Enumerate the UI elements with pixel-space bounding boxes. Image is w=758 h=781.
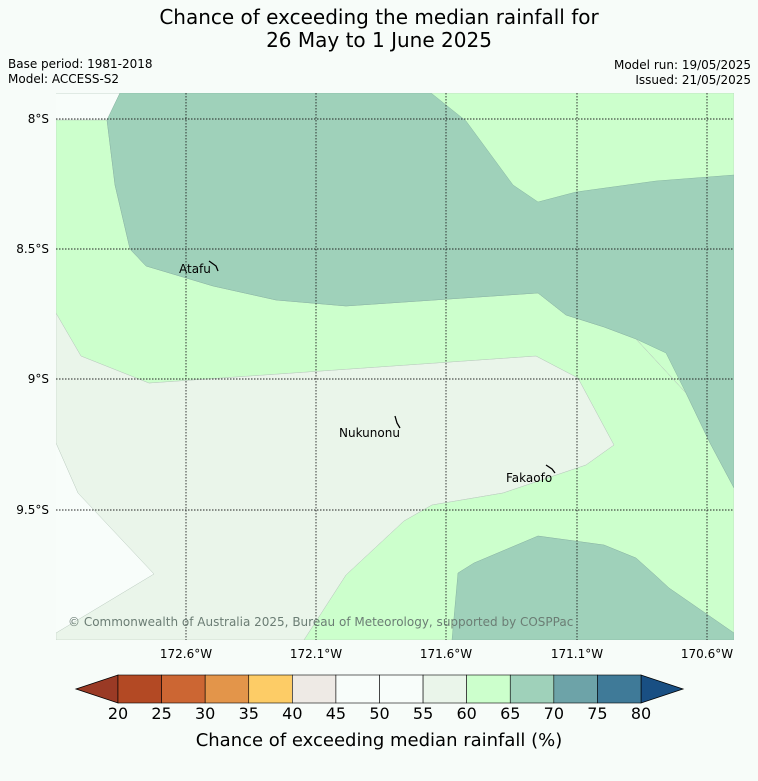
lat-label-9-5s: 9.5°S (16, 503, 49, 517)
colorbar-tick-label: 30 (194, 704, 216, 723)
model-text: Model: ACCESS-S2 (8, 72, 120, 86)
lon-label-172-6w: 172.6°W (159, 647, 213, 661)
map-svg: Atafu Nukunonu Fakaofo © Commonwealth of… (55, 92, 735, 641)
colorbar-high-extend (640, 674, 685, 704)
colorbar-low-extend (74, 674, 119, 704)
colorbar-cell (248, 674, 293, 704)
lon-label-171-6w: 171.6°W (419, 647, 473, 661)
fakaofo-island-shape (545, 464, 556, 474)
title-line-2: 26 May to 1 June 2025 (266, 28, 492, 52)
base-period-text: Base period: 1981-2018 (8, 57, 153, 71)
lat-label-8-5s: 8.5°S (16, 242, 49, 256)
atafu-island-shape (208, 260, 219, 272)
colorbar-cell (597, 674, 642, 704)
place-label-nukunonu: Nukunonu (339, 426, 400, 440)
colorbar-cell (422, 674, 467, 704)
chart-title: Chance of exceeding the median rainfall … (0, 6, 758, 52)
colorbar-cell (292, 674, 337, 704)
place-label-fakaofo: Fakaofo (506, 471, 552, 485)
issued-text: Issued: 21/05/2025 (635, 73, 751, 87)
colorbar-tick-label: 25 (151, 704, 172, 723)
lon-label-170-6w: 170.6°W (680, 647, 734, 661)
copyright-text: © Commonwealth of Australia 2025, Bureau… (68, 615, 573, 629)
title-line-1: Chance of exceeding the median rainfall … (159, 5, 599, 29)
colorbar-cell (466, 674, 511, 704)
colorbar-tick-label: 80 (630, 704, 652, 723)
colorbar-tick-label: 40 (282, 704, 303, 723)
colorbar-cell (379, 674, 424, 704)
lat-label-9s: 9°S (27, 372, 49, 386)
grid-lines (56, 93, 734, 640)
colorbar-label: Chance of exceeding median rainfall (%) (195, 730, 563, 751)
colorbar-cell (509, 674, 555, 704)
region-teal-north (106, 92, 735, 489)
nukunonu-island-shape (394, 415, 401, 429)
colorbar-tick-label: 45 (325, 704, 347, 723)
meta-left: Base period: 1981-2018 Model: ACCESS-S2 (8, 57, 153, 87)
colorbar-tick-label: 75 (587, 704, 608, 723)
colorbar-cell (117, 674, 162, 704)
colorbar-tick-label: 55 (412, 704, 434, 723)
place-label-atafu: Atafu (179, 262, 211, 276)
colorbar-cell (161, 674, 206, 704)
colorbar-tick-label: 65 (500, 704, 521, 723)
lat-label-8s: 8°S (27, 112, 49, 126)
colorbar-tick-label: 60 (456, 704, 477, 723)
colorbar-tick-label: 70 (543, 704, 565, 723)
model-run-text: Model run: 19/05/2025 (613, 58, 751, 72)
colorbar-cell (204, 674, 250, 704)
colorbar-cell (553, 674, 598, 704)
colorbar-tick-label: 50 (369, 704, 390, 723)
meta-right: Model run: 19/05/2025 Issued: 21/05/2025 (614, 58, 751, 88)
colorbar (74, 674, 685, 704)
colorbar-tick-label: 20 (107, 704, 129, 723)
lon-label-171-1w: 171.1°W (550, 647, 604, 661)
lon-label-172-1w: 172.1°W (289, 647, 343, 661)
colorbar-cells (117, 674, 642, 704)
map-panel: Atafu Nukunonu Fakaofo © Commonwealth of… (55, 92, 735, 641)
colorbar-tick-label: 35 (238, 704, 259, 723)
colorbar-cell (335, 674, 380, 704)
